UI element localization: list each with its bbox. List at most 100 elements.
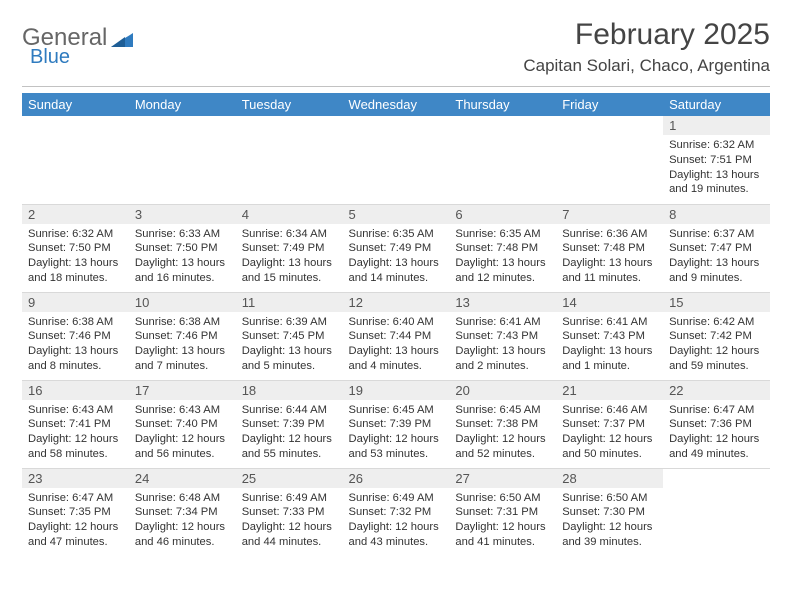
daylight-line: Daylight: 13 hours and 19 minutes. bbox=[669, 168, 764, 198]
calendar-day-cell: 21Sunrise: 6:46 AMSunset: 7:37 PMDayligh… bbox=[556, 380, 663, 468]
sunset-line: Sunset: 7:43 PM bbox=[562, 329, 657, 344]
calendar-week-row: 1 Sunrise: 6:32 AMSunset: 7:51 PMDaylight… bbox=[22, 116, 770, 204]
sunset-line: Sunset: 7:48 PM bbox=[455, 241, 550, 256]
sunset-line: Sunset: 7:31 PM bbox=[455, 505, 550, 520]
sunrise-line: Sunrise: 6:45 AM bbox=[455, 403, 550, 418]
location-label: Capitan Solari, Chaco, Argentina bbox=[523, 56, 770, 76]
calendar-week-row: 2Sunrise: 6:32 AMSunset: 7:50 PMDaylight… bbox=[22, 204, 770, 292]
sunset-line: Sunset: 7:47 PM bbox=[669, 241, 764, 256]
sunset-line: Sunset: 7:41 PM bbox=[28, 417, 123, 432]
calendar-day-cell: 12Sunrise: 6:40 AMSunset: 7:44 PMDayligh… bbox=[343, 292, 450, 380]
calendar-day-cell: 1 Sunrise: 6:32 AMSunset: 7:51 PMDaylight… bbox=[663, 116, 770, 204]
sunrise-line: Sunrise: 6:47 AM bbox=[28, 491, 123, 506]
day-details: Sunrise: 6:42 AMSunset: 7:42 PMDaylight:… bbox=[663, 312, 770, 378]
brand-part2: Blue bbox=[30, 46, 70, 69]
calendar-day-cell: 25Sunrise: 6:49 AMSunset: 7:33 PMDayligh… bbox=[236, 468, 343, 556]
sunset-line: Sunset: 7:36 PM bbox=[669, 417, 764, 432]
sunrise-line: Sunrise: 6:35 AM bbox=[455, 227, 550, 242]
daylight-line: Daylight: 12 hours and 52 minutes. bbox=[455, 432, 550, 462]
sunrise-line: Sunrise: 6:50 AM bbox=[455, 491, 550, 506]
calendar-day-cell: 15Sunrise: 6:42 AMSunset: 7:42 PMDayligh… bbox=[663, 292, 770, 380]
sunrise-line: Sunrise: 6:45 AM bbox=[349, 403, 444, 418]
sunrise-line: Sunrise: 6:39 AM bbox=[242, 315, 337, 330]
day-number: 2 bbox=[22, 205, 129, 224]
title-block: February 2025 Capitan Solari, Chaco, Arg… bbox=[523, 18, 770, 76]
calendar-day-cell: 3Sunrise: 6:33 AMSunset: 7:50 PMDaylight… bbox=[129, 204, 236, 292]
calendar-day-cell: 23Sunrise: 6:47 AMSunset: 7:35 PMDayligh… bbox=[22, 468, 129, 556]
calendar-day-cell: 20Sunrise: 6:45 AMSunset: 7:38 PMDayligh… bbox=[449, 380, 556, 468]
day-details: Sunrise: 6:45 AMSunset: 7:39 PMDaylight:… bbox=[343, 400, 450, 466]
day-number: 11 bbox=[236, 293, 343, 312]
day-details: Sunrise: 6:34 AMSunset: 7:49 PMDaylight:… bbox=[236, 224, 343, 290]
day-number: 27 bbox=[449, 469, 556, 488]
calendar-day-cell: 2Sunrise: 6:32 AMSunset: 7:50 PMDaylight… bbox=[22, 204, 129, 292]
calendar-day-cell bbox=[449, 116, 556, 204]
day-details: Sunrise: 6:45 AMSunset: 7:38 PMDaylight:… bbox=[449, 400, 556, 466]
calendar-day-cell: 28Sunrise: 6:50 AMSunset: 7:30 PMDayligh… bbox=[556, 468, 663, 556]
day-details: Sunrise: 6:46 AMSunset: 7:37 PMDaylight:… bbox=[556, 400, 663, 466]
day-number: 14 bbox=[556, 293, 663, 312]
sunset-line: Sunset: 7:45 PM bbox=[242, 329, 337, 344]
day-details: Sunrise: 6:40 AMSunset: 7:44 PMDaylight:… bbox=[343, 312, 450, 378]
day-number: 1 bbox=[663, 116, 770, 135]
sunset-line: Sunset: 7:30 PM bbox=[562, 505, 657, 520]
day-number: 16 bbox=[22, 381, 129, 400]
sunrise-line: Sunrise: 6:49 AM bbox=[349, 491, 444, 506]
calendar-day-cell: 10Sunrise: 6:38 AMSunset: 7:46 PMDayligh… bbox=[129, 292, 236, 380]
weekday-header: Friday bbox=[556, 93, 663, 116]
daylight-line: Daylight: 13 hours and 12 minutes. bbox=[455, 256, 550, 286]
sunset-line: Sunset: 7:49 PM bbox=[349, 241, 444, 256]
calendar-day-cell: 16Sunrise: 6:43 AMSunset: 7:41 PMDayligh… bbox=[22, 380, 129, 468]
daylight-line: Daylight: 12 hours and 59 minutes. bbox=[669, 344, 764, 374]
day-details: Sunrise: 6:48 AMSunset: 7:34 PMDaylight:… bbox=[129, 488, 236, 554]
daylight-line: Daylight: 13 hours and 7 minutes. bbox=[135, 344, 230, 374]
sunset-line: Sunset: 7:40 PM bbox=[135, 417, 230, 432]
sunset-line: Sunset: 7:46 PM bbox=[135, 329, 230, 344]
header: General February 2025 Capitan Solari, Ch… bbox=[22, 18, 770, 76]
daylight-line: Daylight: 12 hours and 56 minutes. bbox=[135, 432, 230, 462]
sunrise-line: Sunrise: 6:33 AM bbox=[135, 227, 230, 242]
sunrise-line: Sunrise: 6:37 AM bbox=[669, 227, 764, 242]
daylight-line: Daylight: 13 hours and 11 minutes. bbox=[562, 256, 657, 286]
sunset-line: Sunset: 7:32 PM bbox=[349, 505, 444, 520]
weekday-header-row: Sunday Monday Tuesday Wednesday Thursday… bbox=[22, 93, 770, 116]
sunrise-line: Sunrise: 6:34 AM bbox=[242, 227, 337, 242]
calendar-day-cell: 26Sunrise: 6:49 AMSunset: 7:32 PMDayligh… bbox=[343, 468, 450, 556]
day-details: Sunrise: 6:38 AMSunset: 7:46 PMDaylight:… bbox=[22, 312, 129, 378]
day-number: 5 bbox=[343, 205, 450, 224]
day-details: Sunrise: 6:41 AMSunset: 7:43 PMDaylight:… bbox=[556, 312, 663, 378]
sunrise-line: Sunrise: 6:32 AM bbox=[669, 138, 764, 153]
daylight-line: Daylight: 12 hours and 47 minutes. bbox=[28, 520, 123, 550]
daylight-line: Daylight: 12 hours and 41 minutes. bbox=[455, 520, 550, 550]
sunrise-line: Sunrise: 6:46 AM bbox=[562, 403, 657, 418]
day-details: Sunrise: 6:49 AMSunset: 7:32 PMDaylight:… bbox=[343, 488, 450, 554]
day-number: 23 bbox=[22, 469, 129, 488]
sunrise-line: Sunrise: 6:44 AM bbox=[242, 403, 337, 418]
sunrise-line: Sunrise: 6:36 AM bbox=[562, 227, 657, 242]
calendar-day-cell bbox=[556, 116, 663, 204]
day-details: Sunrise: 6:50 AMSunset: 7:30 PMDaylight:… bbox=[556, 488, 663, 554]
daylight-line: Daylight: 13 hours and 16 minutes. bbox=[135, 256, 230, 286]
sunset-line: Sunset: 7:51 PM bbox=[669, 153, 764, 168]
daylight-line: Daylight: 12 hours and 53 minutes. bbox=[349, 432, 444, 462]
weekday-header: Saturday bbox=[663, 93, 770, 116]
sunset-line: Sunset: 7:39 PM bbox=[242, 417, 337, 432]
calendar-day-cell: 5Sunrise: 6:35 AMSunset: 7:49 PMDaylight… bbox=[343, 204, 450, 292]
calendar-day-cell: 14Sunrise: 6:41 AMSunset: 7:43 PMDayligh… bbox=[556, 292, 663, 380]
day-details: Sunrise: 6:43 AMSunset: 7:41 PMDaylight:… bbox=[22, 400, 129, 466]
day-number: 18 bbox=[236, 381, 343, 400]
day-details: Sunrise: 6:47 AMSunset: 7:35 PMDaylight:… bbox=[22, 488, 129, 554]
sunrise-line: Sunrise: 6:38 AM bbox=[28, 315, 123, 330]
daylight-line: Daylight: 13 hours and 14 minutes. bbox=[349, 256, 444, 286]
daylight-line: Daylight: 12 hours and 43 minutes. bbox=[349, 520, 444, 550]
day-number: 21 bbox=[556, 381, 663, 400]
daylight-line: Daylight: 13 hours and 5 minutes. bbox=[242, 344, 337, 374]
day-number: 7 bbox=[556, 205, 663, 224]
day-number: 10 bbox=[129, 293, 236, 312]
daylight-line: Daylight: 12 hours and 39 minutes. bbox=[562, 520, 657, 550]
day-number: 6 bbox=[449, 205, 556, 224]
sunrise-line: Sunrise: 6:42 AM bbox=[669, 315, 764, 330]
sunrise-line: Sunrise: 6:49 AM bbox=[242, 491, 337, 506]
sunset-line: Sunset: 7:38 PM bbox=[455, 417, 550, 432]
day-number: 3 bbox=[129, 205, 236, 224]
